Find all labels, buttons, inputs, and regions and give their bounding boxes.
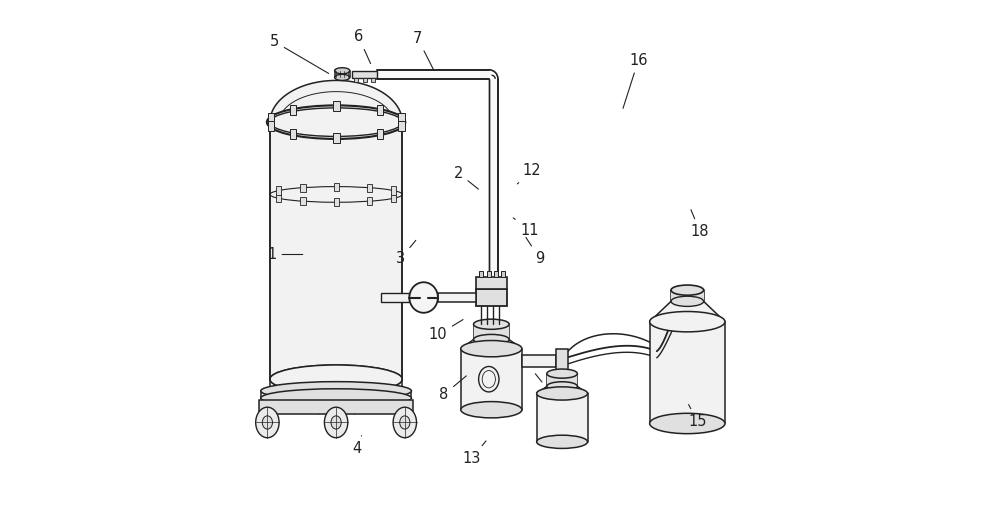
Bar bbox=[354, 78, 358, 82]
Bar bbox=[333, 101, 340, 111]
Ellipse shape bbox=[547, 382, 577, 391]
Text: 18: 18 bbox=[691, 210, 709, 239]
Bar bbox=[556, 349, 568, 374]
Ellipse shape bbox=[270, 365, 402, 393]
Text: 3: 3 bbox=[396, 240, 416, 266]
Bar bbox=[487, 271, 491, 277]
Bar bbox=[377, 129, 383, 139]
Text: 13: 13 bbox=[463, 441, 486, 466]
Bar bbox=[501, 271, 505, 277]
Bar bbox=[367, 184, 372, 192]
Bar bbox=[367, 197, 372, 205]
Text: 2: 2 bbox=[454, 165, 478, 189]
Bar bbox=[522, 355, 556, 367]
Ellipse shape bbox=[270, 365, 402, 393]
Ellipse shape bbox=[474, 319, 509, 329]
Bar bbox=[352, 71, 377, 78]
Bar bbox=[334, 183, 339, 191]
Ellipse shape bbox=[650, 413, 725, 434]
Bar bbox=[268, 113, 274, 123]
Bar bbox=[381, 293, 409, 301]
Bar bbox=[377, 105, 383, 115]
Text: 8: 8 bbox=[439, 376, 466, 402]
Bar bbox=[259, 400, 413, 414]
Ellipse shape bbox=[261, 382, 411, 400]
Text: 16: 16 bbox=[623, 52, 648, 108]
Bar bbox=[438, 293, 476, 301]
Bar bbox=[474, 324, 509, 340]
Text: 10: 10 bbox=[429, 320, 463, 343]
Bar bbox=[377, 70, 489, 79]
Text: 4: 4 bbox=[352, 436, 362, 457]
Bar bbox=[489, 79, 498, 289]
Ellipse shape bbox=[461, 402, 522, 418]
Bar bbox=[461, 349, 522, 410]
Ellipse shape bbox=[256, 407, 279, 438]
Ellipse shape bbox=[547, 369, 577, 378]
Text: 5: 5 bbox=[270, 34, 329, 73]
Bar bbox=[276, 186, 281, 194]
Ellipse shape bbox=[461, 341, 522, 357]
Ellipse shape bbox=[270, 108, 402, 136]
Text: 6: 6 bbox=[354, 29, 371, 64]
Bar bbox=[300, 184, 306, 192]
Ellipse shape bbox=[537, 387, 588, 400]
Text: 9: 9 bbox=[526, 238, 544, 266]
Bar bbox=[270, 122, 402, 379]
Ellipse shape bbox=[262, 416, 272, 429]
Ellipse shape bbox=[393, 407, 417, 438]
Bar bbox=[290, 129, 296, 139]
Bar bbox=[371, 78, 375, 82]
Ellipse shape bbox=[335, 74, 350, 80]
Ellipse shape bbox=[324, 407, 348, 438]
Ellipse shape bbox=[671, 285, 704, 295]
Bar bbox=[268, 121, 274, 131]
Text: 15: 15 bbox=[688, 405, 707, 429]
Polygon shape bbox=[461, 340, 522, 349]
Text: 11: 11 bbox=[513, 218, 539, 238]
Bar bbox=[476, 289, 507, 306]
Bar bbox=[671, 290, 704, 301]
Text: 14: 14 bbox=[535, 374, 561, 402]
Ellipse shape bbox=[331, 416, 341, 429]
Ellipse shape bbox=[537, 435, 588, 448]
Bar bbox=[300, 197, 306, 205]
Bar bbox=[363, 78, 367, 82]
Ellipse shape bbox=[409, 282, 438, 313]
Text: 1: 1 bbox=[267, 247, 303, 262]
Bar bbox=[398, 121, 405, 131]
Bar bbox=[398, 113, 405, 123]
Polygon shape bbox=[537, 386, 588, 393]
Bar bbox=[547, 374, 577, 386]
Bar bbox=[476, 277, 507, 289]
Bar bbox=[334, 198, 339, 206]
Ellipse shape bbox=[335, 68, 350, 74]
Ellipse shape bbox=[474, 334, 509, 345]
Bar bbox=[333, 133, 340, 143]
Bar bbox=[494, 271, 498, 277]
Ellipse shape bbox=[261, 389, 411, 407]
Bar bbox=[537, 393, 588, 442]
Ellipse shape bbox=[267, 105, 405, 139]
Polygon shape bbox=[650, 301, 725, 322]
Text: 12: 12 bbox=[517, 163, 541, 184]
Bar bbox=[650, 322, 725, 423]
Bar bbox=[290, 105, 296, 115]
Bar bbox=[391, 186, 396, 194]
Bar bbox=[479, 271, 483, 277]
Ellipse shape bbox=[400, 416, 410, 429]
Text: 7: 7 bbox=[413, 31, 434, 70]
Bar bbox=[276, 194, 281, 203]
Ellipse shape bbox=[650, 312, 725, 332]
Ellipse shape bbox=[671, 296, 704, 306]
Bar bbox=[391, 194, 396, 203]
